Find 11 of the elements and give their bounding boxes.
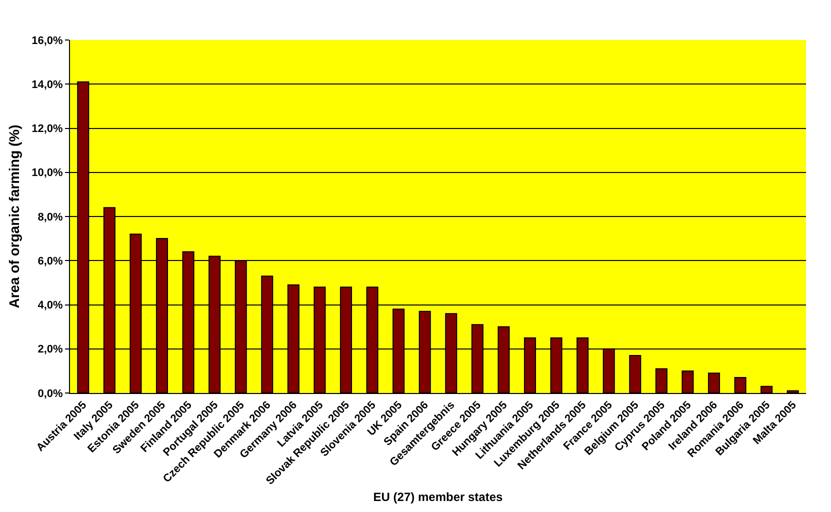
y-tick-label: 12,0% xyxy=(32,123,64,136)
y-tick-label: 14,0% xyxy=(32,78,64,91)
y-axis-title: Area of organic farming (%) xyxy=(6,124,22,308)
y-tick-label: 10,0% xyxy=(32,167,64,180)
y-tick-label: 16,0% xyxy=(32,34,64,47)
y-tick-label: 6,0% xyxy=(38,255,64,268)
x-axis-title: EU (27) member states xyxy=(373,490,504,504)
y-tick-label: 2,0% xyxy=(38,344,64,356)
y-tick-label: 4,0% xyxy=(38,300,64,312)
y-tick-label: 0,0% xyxy=(38,388,64,400)
y-tick-label: 8,0% xyxy=(38,211,64,224)
